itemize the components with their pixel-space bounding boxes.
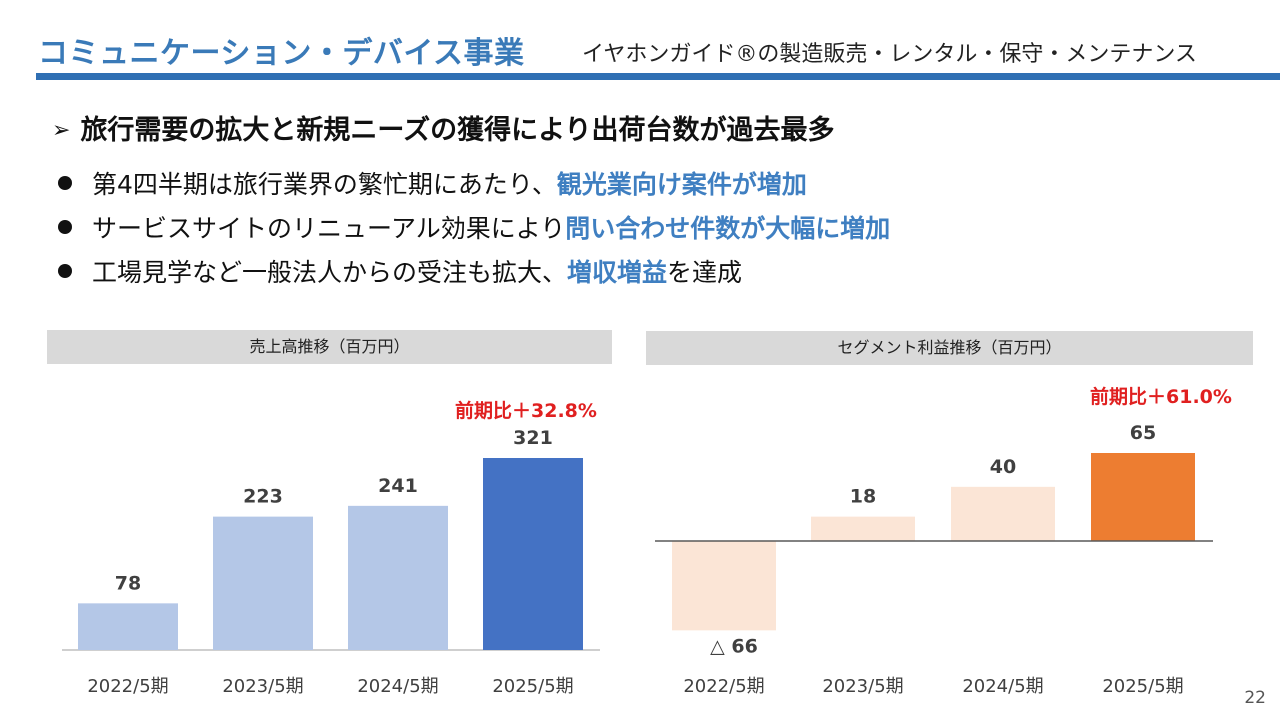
bullet-text: サービスサイトのリニューアル効果により	[92, 214, 566, 243]
bullet-dot-icon	[58, 176, 72, 190]
section-subtitle: イヤホンガイド®の製造販売・レンタル・保守・メンテナンス	[582, 42, 1197, 67]
sales-bar-value-label: 241	[378, 475, 418, 497]
bullet-highlight: 観光業向け案件が増加	[556, 170, 807, 199]
bullet-highlight: 問い合わせ件数が大幅に増加	[565, 214, 891, 243]
profit-growth-annotation: 前期比＋61.0%	[1090, 386, 1232, 408]
sales-x-tick-label: 2023/5期	[222, 676, 303, 697]
sales-bar-chart: 78 2022/5期 223 2023/5期 241 2024/5期 321 2025/5期	[62, 427, 600, 697]
page-number: 22	[1244, 688, 1266, 708]
bullet-list: 第4四半期は旅行業界の繁忙期にあたり、観光業向け案件が増加 サービスサイトのリニ…	[58, 163, 890, 295]
sales-bar	[483, 458, 583, 650]
profit-bar-chart: △ 66 2022/5期 18 2023/5期 40 2024/5期 65 2025/5期	[655, 422, 1213, 697]
profit-bar	[672, 541, 776, 631]
headline-text: 旅行需要の拡大と新規ニーズの獲得により出荷台数が過去最多	[80, 115, 835, 146]
profit-x-tick-label: 2022/5期	[683, 676, 764, 697]
bullet-item: 第4四半期は旅行業界の繁忙期にあたり、観光業向け案件が増加	[58, 163, 890, 207]
bullet-text-after: を達成	[667, 258, 743, 287]
sales-bar	[78, 603, 178, 650]
sales-x-tick-label: 2024/5期	[357, 676, 438, 697]
profit-chart-title: セグメント利益推移（百万円）	[646, 331, 1253, 365]
sales-chart-title: 売上高推移（百万円）	[47, 330, 612, 364]
profit-x-tick-label: 2024/5期	[962, 676, 1043, 697]
bullet-text: 工場見学など一般法人からの受注も拡大、	[92, 258, 568, 287]
profit-bar	[951, 486, 1055, 541]
sales-growth-annotation: 前期比＋32.8%	[455, 400, 597, 422]
sales-bar-value-label: 223	[243, 486, 283, 508]
profit-bar-value-label: 40	[990, 456, 1016, 478]
sales-x-tick-label: 2025/5期	[492, 676, 573, 697]
profit-bar	[1091, 453, 1195, 541]
profit-x-tick-label: 2025/5期	[1102, 676, 1183, 697]
bullet-item: 工場見学など一般法人からの受注も拡大、増収増益を達成	[58, 251, 890, 295]
sales-bar	[213, 516, 313, 650]
bullet-text: 第4四半期は旅行業界の繁忙期にあたり、	[92, 170, 557, 199]
profit-x-tick-label: 2023/5期	[822, 676, 903, 697]
sales-bar-value-label: 78	[115, 572, 141, 594]
sales-x-tick-label: 2022/5期	[87, 676, 168, 697]
profit-bar	[811, 516, 915, 541]
bullet-dot-icon	[58, 220, 72, 234]
bullet-item: サービスサイトのリニューアル効果により問い合わせ件数が大幅に増加	[58, 207, 890, 251]
profit-bar-value-label: △ 66	[710, 635, 758, 657]
arrow-bullet-icon: ➢	[52, 118, 71, 143]
bullet-highlight: 増収増益	[567, 258, 668, 287]
sales-bar	[348, 505, 448, 650]
bullet-dot-icon	[58, 264, 72, 278]
sales-bar-value-label: 321	[513, 427, 553, 449]
profit-bar-value-label: 18	[850, 486, 876, 508]
headline: ➢ 旅行需要の拡大と新規ニーズの獲得により出荷台数が過去最多	[52, 108, 835, 147]
profit-bar-value-label: 65	[1130, 422, 1156, 444]
header-rule	[36, 73, 1280, 80]
section-title: コミュニケーション・デバイス事業	[38, 36, 525, 71]
